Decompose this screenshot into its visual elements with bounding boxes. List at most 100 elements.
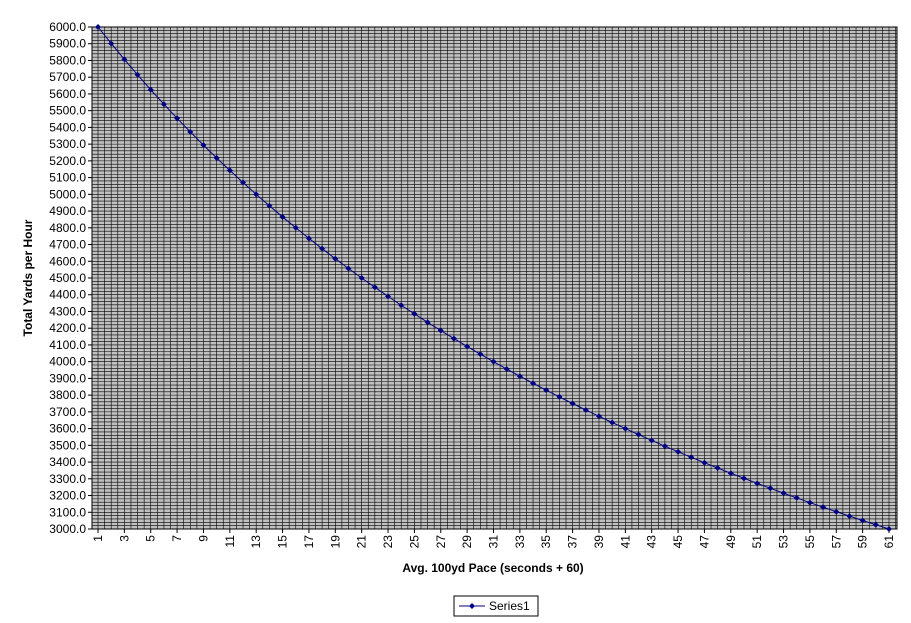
x-tick-label: 25: [407, 535, 421, 549]
y-tick-label: 3100.0: [49, 505, 86, 519]
y-tick-labels: 3000.0 3100.0 3200.0 3300.0 3400.0 3500.0 3600…: [49, 20, 92, 536]
x-tick-label: 31: [487, 535, 501, 549]
data-point: [648, 437, 655, 444]
data-point: [213, 154, 220, 161]
legend-label-series1: Series1: [489, 599, 530, 613]
data-point: [740, 475, 747, 482]
data-point: [846, 513, 853, 520]
data-point: [108, 40, 115, 47]
data-point: [727, 470, 734, 477]
data-point: [806, 499, 813, 506]
data-point: [279, 213, 286, 220]
y-tick-label: 5300.0: [49, 137, 86, 151]
y-tick-label: 3300.0: [49, 472, 86, 486]
y-tick-label: 4400.0: [49, 288, 86, 302]
y-tick-label: 4900.0: [49, 204, 86, 218]
y-tick-label: 5700.0: [49, 70, 86, 84]
data-point: [358, 275, 365, 281]
y-tick-label: 5500.0: [49, 104, 86, 118]
x-tick-label: 51: [750, 535, 764, 549]
data-point: [793, 494, 800, 501]
y-tick-label: 3500.0: [49, 438, 86, 452]
x-tick-label: 35: [539, 535, 553, 549]
x-tick-label: 49: [724, 535, 738, 549]
y-tick-label: 6000.0: [49, 20, 86, 34]
data-point: [305, 235, 312, 242]
data-point: [477, 351, 484, 358]
y-tick-label: 3900.0: [49, 371, 86, 385]
data-point: [134, 71, 141, 78]
data-point: [464, 343, 471, 350]
data-point: [516, 373, 523, 380]
data-point: [609, 419, 616, 426]
y-tick-label: 3200.0: [49, 489, 86, 503]
x-tick-label: 39: [592, 535, 606, 549]
x-tick-label: 37: [566, 535, 580, 549]
data-point: [332, 255, 339, 262]
x-tick-label: 59: [856, 535, 870, 549]
x-tick-label: 53: [777, 535, 791, 549]
x-tick-label: 9: [196, 535, 210, 542]
legend-swatch-marker: [469, 603, 475, 609]
data-point: [371, 284, 378, 291]
x-tick-label: 13: [249, 535, 263, 549]
x-tick-label: 23: [381, 535, 395, 549]
data-point: [767, 485, 774, 492]
x-tick-label: 17: [302, 535, 316, 549]
data-point: [688, 454, 695, 461]
data-point: [530, 380, 537, 387]
data-point: [886, 526, 892, 532]
data-point: [160, 101, 167, 108]
data-point: [253, 191, 260, 198]
data-point: [450, 335, 457, 342]
data-point: [437, 327, 444, 334]
x-tick-label: 55: [803, 535, 817, 549]
y-tick-label: 4000.0: [49, 355, 86, 369]
x-tick-label: 3: [117, 535, 131, 542]
data-point: [147, 86, 154, 93]
x-tick-label: 5: [144, 535, 158, 542]
x-tick-label: 47: [697, 535, 711, 549]
y-tick-label: 3600.0: [49, 422, 86, 436]
data-point: [319, 245, 326, 252]
x-tick-label: 15: [276, 535, 290, 549]
data-point: [411, 310, 418, 317]
x-tick-label: 41: [618, 535, 632, 549]
y-tick-label: 4300.0: [49, 304, 86, 318]
data-point: [503, 366, 510, 373]
series-layer: [95, 24, 892, 532]
data-point: [240, 179, 247, 186]
data-point: [714, 465, 721, 472]
y-tick-label: 4200.0: [49, 321, 86, 335]
legend-box: [453, 595, 539, 617]
data-point: [174, 115, 181, 122]
data-point: [872, 521, 879, 528]
data-point: [556, 393, 563, 400]
y-tick-label: 5600.0: [49, 87, 86, 101]
y-tick-label: 5400.0: [49, 120, 86, 134]
data-point: [543, 387, 550, 394]
grid: [92, 26, 897, 530]
legend: Series1: [453, 595, 539, 617]
y-tick-label: 3400.0: [49, 455, 86, 469]
data-point: [345, 265, 352, 272]
y-tick-label: 5200.0: [49, 154, 86, 168]
data-point: [820, 504, 827, 511]
x-tick-label: 29: [460, 535, 474, 549]
x-tick-label: 27: [434, 535, 448, 549]
data-point: [582, 406, 589, 413]
data-point: [292, 224, 299, 231]
y-tick-label: 4800.0: [49, 221, 86, 235]
y-tick-label: 3000.0: [49, 522, 86, 536]
data-point: [226, 167, 233, 174]
y-axis-title: Total Yards per Hour: [21, 219, 35, 336]
y-tick-label: 3700.0: [49, 405, 86, 419]
x-tick-label: 1: [91, 535, 105, 542]
x-tick-label: 33: [513, 535, 527, 549]
x-axis-title: Avg. 100yd Pace (seconds + 60): [402, 561, 583, 575]
x-tick-label: 19: [328, 535, 342, 549]
data-point: [200, 142, 207, 149]
x-tick-label: 7: [170, 535, 184, 542]
y-tick-label: 4600.0: [49, 254, 86, 268]
